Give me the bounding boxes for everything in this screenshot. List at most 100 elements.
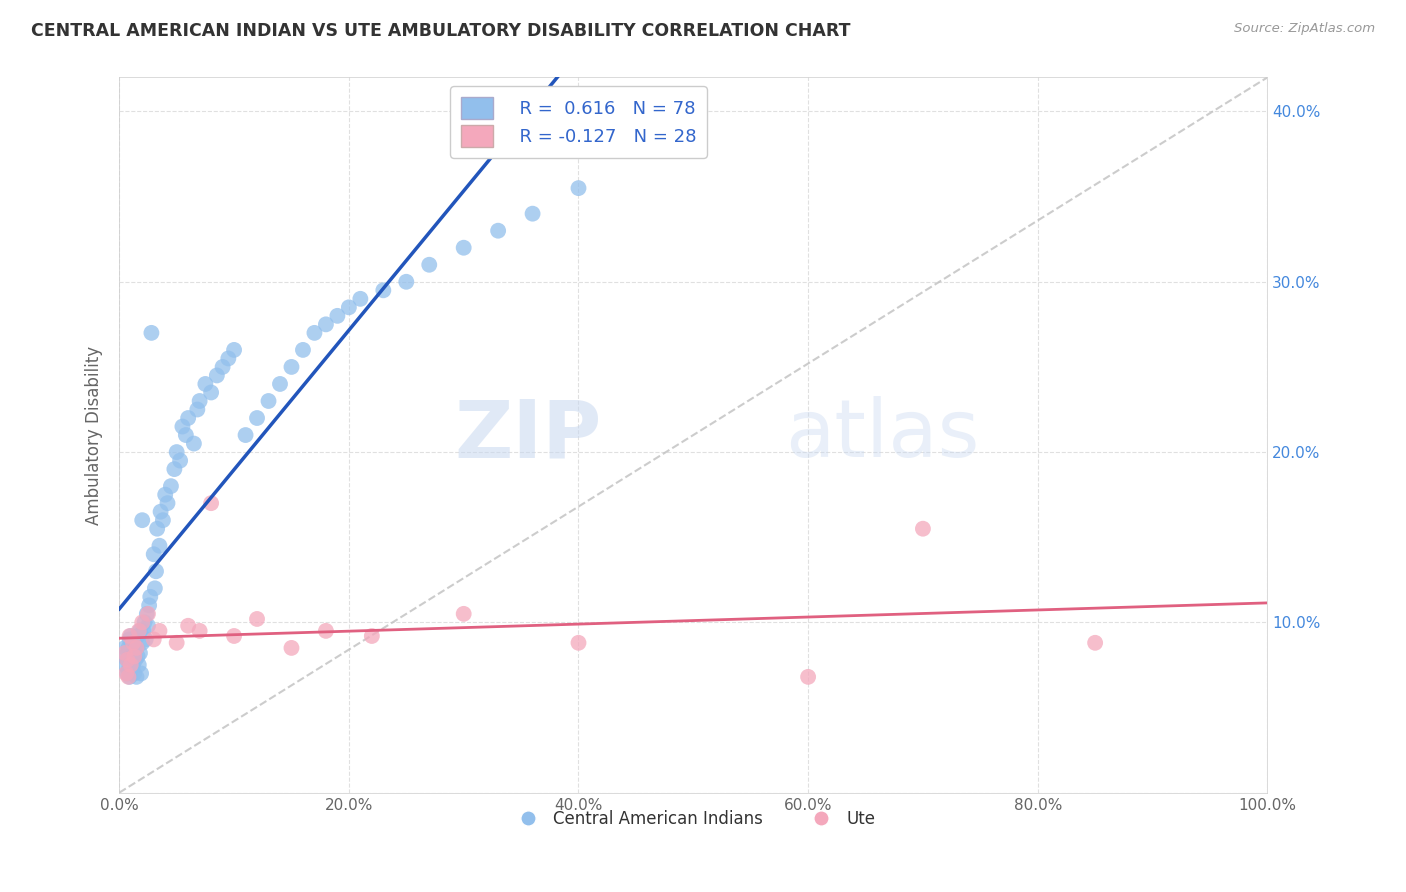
- Point: [217, 351, 239, 366]
- Point: [127, 629, 149, 643]
- Point: [373, 283, 395, 297]
- Point: [145, 564, 167, 578]
- Point: [453, 607, 475, 621]
- Point: [125, 670, 148, 684]
- Point: [129, 666, 152, 681]
- Point: [136, 607, 159, 621]
- Point: [188, 624, 211, 638]
- Point: [166, 636, 188, 650]
- Point: [122, 636, 145, 650]
- Point: [131, 513, 153, 527]
- Y-axis label: Ambulatory Disability: Ambulatory Disability: [86, 345, 103, 524]
- Point: [911, 522, 934, 536]
- Point: [349, 292, 371, 306]
- Point: [160, 479, 183, 493]
- Point: [169, 453, 191, 467]
- Point: [114, 640, 136, 655]
- Point: [163, 462, 186, 476]
- Text: CENTRAL AMERICAN INDIAN VS UTE AMBULATORY DISABILITY CORRELATION CHART: CENTRAL AMERICAN INDIAN VS UTE AMBULATOR…: [31, 22, 851, 40]
- Point: [148, 539, 170, 553]
- Point: [174, 428, 197, 442]
- Point: [122, 666, 145, 681]
- Point: [153, 488, 176, 502]
- Point: [183, 436, 205, 450]
- Point: [122, 636, 145, 650]
- Point: [205, 368, 228, 383]
- Point: [117, 653, 139, 667]
- Point: [280, 359, 302, 374]
- Point: [122, 649, 145, 664]
- Point: [326, 309, 349, 323]
- Point: [486, 224, 509, 238]
- Point: [131, 615, 153, 630]
- Point: [114, 649, 136, 664]
- Point: [200, 496, 222, 510]
- Point: [127, 649, 149, 664]
- Point: [200, 385, 222, 400]
- Point: [1084, 636, 1107, 650]
- Point: [120, 649, 142, 664]
- Point: [246, 612, 269, 626]
- Point: [129, 646, 152, 660]
- Point: [148, 624, 170, 638]
- Point: [128, 657, 150, 672]
- Point: [453, 241, 475, 255]
- Point: [172, 419, 194, 434]
- Point: [114, 657, 136, 672]
- Point: [134, 615, 156, 630]
- Point: [131, 636, 153, 650]
- Point: [291, 343, 314, 357]
- Text: Source: ZipAtlas.com: Source: ZipAtlas.com: [1234, 22, 1375, 36]
- Point: [141, 326, 163, 340]
- Point: [120, 629, 142, 643]
- Point: [139, 590, 162, 604]
- Point: [522, 207, 544, 221]
- Point: [797, 670, 820, 684]
- Point: [194, 376, 217, 391]
- Point: [135, 632, 157, 647]
- Point: [128, 624, 150, 638]
- Point: [280, 640, 302, 655]
- Point: [152, 513, 174, 527]
- Point: [135, 607, 157, 621]
- Point: [125, 640, 148, 655]
- Point: [138, 599, 160, 613]
- Point: [122, 657, 145, 672]
- Point: [146, 522, 169, 536]
- Point: [136, 619, 159, 633]
- Point: [142, 632, 165, 647]
- Point: [120, 657, 142, 672]
- Point: [117, 640, 139, 655]
- Point: [567, 636, 589, 650]
- Point: [118, 632, 141, 647]
- Point: [149, 505, 172, 519]
- Point: [125, 640, 148, 655]
- Point: [269, 376, 291, 391]
- Point: [257, 394, 280, 409]
- Point: [304, 326, 326, 340]
- Point: [124, 653, 146, 667]
- Point: [337, 301, 360, 315]
- Point: [143, 582, 166, 596]
- Point: [117, 663, 139, 677]
- Point: [142, 547, 165, 561]
- Point: [222, 629, 245, 643]
- Point: [115, 666, 138, 681]
- Point: [315, 318, 337, 332]
- Point: [114, 646, 136, 660]
- Text: ZIP: ZIP: [454, 396, 602, 474]
- Point: [120, 661, 142, 675]
- Text: atlas: atlas: [785, 396, 980, 474]
- Point: [211, 359, 233, 374]
- Point: [418, 258, 440, 272]
- Point: [177, 619, 200, 633]
- Point: [567, 181, 589, 195]
- Point: [177, 411, 200, 425]
- Point: [118, 629, 141, 643]
- Point: [117, 666, 139, 681]
- Point: [395, 275, 418, 289]
- Point: [315, 624, 337, 638]
- Point: [186, 402, 208, 417]
- Point: [360, 629, 382, 643]
- Legend: Central American Indians, Ute: Central American Indians, Ute: [505, 803, 882, 834]
